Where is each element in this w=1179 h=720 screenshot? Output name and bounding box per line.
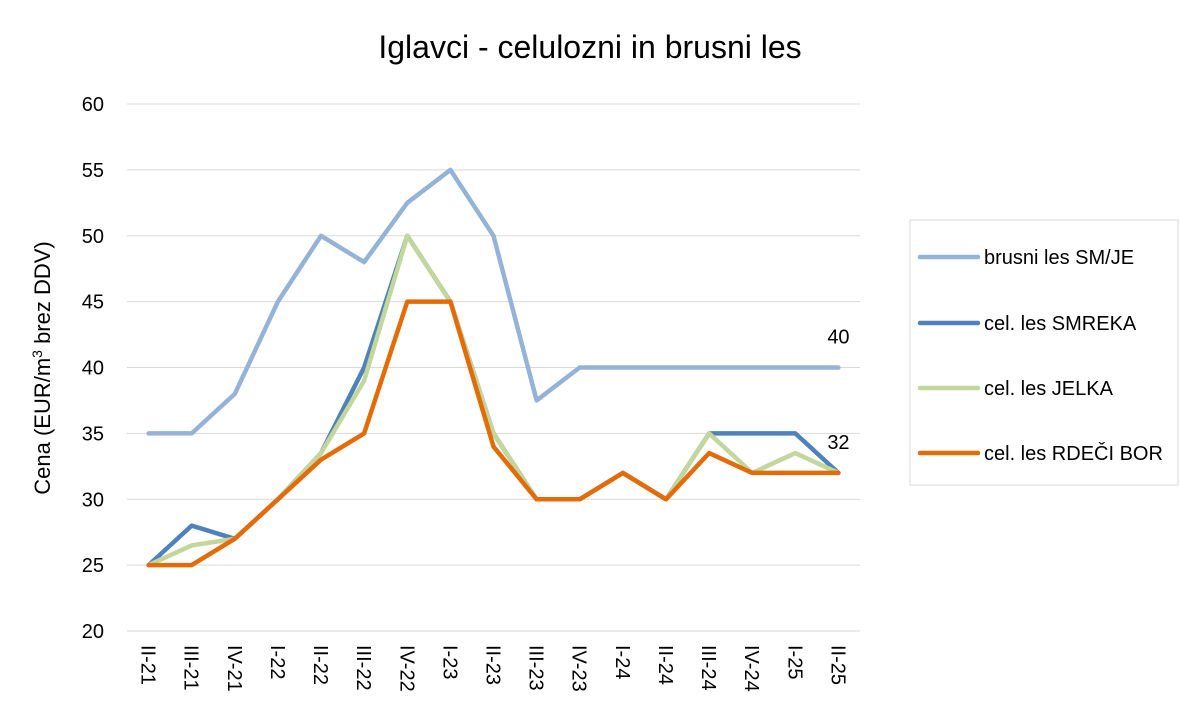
x-tick-label: II-22 <box>309 645 331 685</box>
legend: brusni les SM/JE cel. les SMREKA cel. les … <box>909 219 1179 486</box>
y-tick-label: 55 <box>82 160 104 182</box>
legend-label: cel. les RDEČI BOR <box>984 442 1163 465</box>
x-tick-label: II-21 <box>137 645 159 685</box>
series-line-2 <box>146 233 841 568</box>
legend-items: brusni les SM/JE cel. les SMREKA cel. les … <box>917 247 1163 465</box>
x-tick-label: III-21 <box>180 645 202 691</box>
series-line-3 <box>146 299 841 568</box>
x-tick-label: III-23 <box>525 645 547 691</box>
x-tick-labels: II-21 III-21 IV-21 I-22 II-22 III-22 IV-22 I-23… <box>137 645 849 692</box>
x-tick-label: II-23 <box>482 645 504 685</box>
legend-box <box>909 219 1179 486</box>
data-label: 32 <box>827 432 849 454</box>
x-tick-label: IV-21 <box>223 645 245 692</box>
y-tick-label: 25 <box>82 555 104 577</box>
y-tick-label: 45 <box>82 292 104 314</box>
x-tick-label: I-23 <box>438 645 460 679</box>
y-tick-label: 35 <box>82 423 104 445</box>
legend-label: cel. les JELKA <box>984 378 1114 400</box>
x-tick-label: I-25 <box>783 645 805 679</box>
legend-label: cel. les SMREKA <box>984 313 1137 335</box>
x-tick-label: IV-24 <box>740 645 762 692</box>
series-line-1 <box>146 233 841 568</box>
x-tick-label: I-24 <box>611 645 633 679</box>
y-axis-label: Cena (EUR/m3 brez DDV) <box>29 241 55 495</box>
y-axis-label-rest: brez DDV) <box>30 241 55 350</box>
x-tick-label: II-24 <box>654 645 676 685</box>
x-tick-label: III-24 <box>697 645 719 691</box>
data-annotations: 40 32 <box>827 327 849 454</box>
x-tick-label: I-22 <box>266 645 288 679</box>
series-lines <box>146 167 841 568</box>
y-axis-label-superscript: 3 <box>29 350 45 358</box>
x-tick-label: III-22 <box>352 645 374 691</box>
series-line-0 <box>146 167 841 436</box>
x-tick-label: II-25 <box>826 645 848 685</box>
y-tick-labels: 20 25 30 35 40 45 50 55 60 <box>82 94 104 643</box>
y-tick-label: 40 <box>82 358 104 380</box>
y-tick-label: 20 <box>82 621 104 643</box>
x-tick-label: IV-22 <box>395 645 417 692</box>
y-tick-label: 60 <box>82 94 104 116</box>
y-axis-label-main: Cena (EUR/m <box>30 358 55 495</box>
y-tick-label: 30 <box>82 489 104 511</box>
x-tick-label: IV-23 <box>568 645 590 692</box>
chart-title: Iglavci - celulozni in brusni les <box>378 29 801 65</box>
legend-label: brusni les SM/JE <box>984 247 1134 269</box>
y-tick-label: 50 <box>82 226 104 248</box>
data-label: 40 <box>827 327 849 349</box>
